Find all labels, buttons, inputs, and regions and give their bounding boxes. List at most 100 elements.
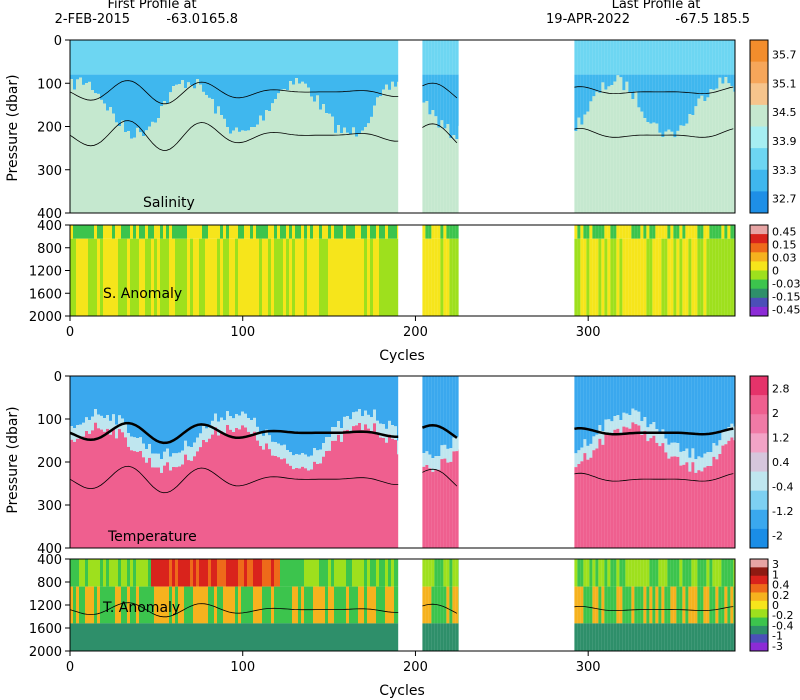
temperature-field-cell: [667, 376, 671, 445]
t-anomaly-ytick-label: 1600: [29, 622, 62, 637]
t-anomaly-field-cell: [289, 623, 292, 651]
temperature-field-cell: [283, 376, 286, 445]
t-anomaly-field-cell: [592, 623, 596, 651]
salinity-field-cell: [352, 74, 355, 128]
salinity-field-cell: [79, 77, 82, 213]
temperature-field-cell: [262, 435, 265, 450]
t-anomaly-field-cell: [649, 559, 653, 587]
temperature-ytick-label: 0: [54, 370, 62, 385]
temperature-contour-line: [422, 468, 458, 487]
salinity-field-cell: [340, 40, 343, 75]
temperature-field-cell: [115, 376, 118, 425]
t-anomaly-field-cell: [163, 623, 166, 651]
salinity-field-cell: [622, 90, 626, 213]
salinity-field-cell: [376, 97, 379, 213]
temperature-field-cell: [640, 435, 644, 548]
t-anomaly-field-cell: [76, 623, 79, 651]
salinity-field-cell: [286, 90, 289, 213]
s-anomaly-field-cell: [121, 238, 124, 316]
temperature-field-cell: [355, 411, 358, 426]
temperature-field-cell: [76, 438, 79, 548]
s-anomaly-field-cell: [373, 238, 376, 316]
temperature-field-cell: [196, 376, 199, 438]
s-anomaly-field-cell: [670, 238, 674, 316]
t-anomaly-field-cell: [175, 559, 178, 587]
temperature-field-cell: [397, 376, 399, 441]
s-anomaly-field-cell: [619, 225, 623, 239]
salinity-field-cell: [616, 75, 620, 213]
temperature-field-cell: [724, 444, 728, 548]
t-anomaly-field-cell: [97, 559, 100, 587]
salinity-field-cell: [175, 84, 178, 213]
temperature-field-cell: [187, 376, 190, 447]
temperature-field-cell: [637, 376, 641, 412]
temperature-field-cell: [70, 439, 73, 548]
t-anomaly-field-cell: [151, 586, 154, 624]
salinity-field-cell: [154, 40, 157, 75]
t-anomaly-field-cell: [604, 559, 608, 587]
s-anomaly-field-cell: [148, 238, 151, 316]
salinity-field-cell: [88, 40, 91, 75]
s-anomaly-field-cell: [190, 238, 193, 316]
salinity-field-cell: [388, 89, 391, 213]
t-anomaly-field-cell: [688, 623, 692, 651]
salinity-field-cell: [607, 86, 611, 213]
s-anomaly-field-cell: [247, 225, 250, 239]
t-anomaly-field-cell: [646, 559, 650, 587]
t-anomaly-field-cell: [91, 586, 94, 624]
salinity-field-cell: [235, 74, 238, 128]
s-anomaly-field-cell: [349, 225, 352, 239]
t-anomaly-field-cell: [250, 586, 253, 624]
temperature-field-cell: [337, 434, 340, 548]
t-anomaly-field-cell: [358, 559, 361, 587]
t-anomaly-field-cell: [169, 586, 172, 624]
salinity-field-cell: [652, 74, 656, 123]
salinity-field-cell: [355, 40, 358, 75]
salinity-field-cell: [154, 74, 157, 123]
s-anomaly-field-cell: [449, 225, 453, 239]
t-anomaly-colorbar-swatch: [750, 592, 768, 602]
temperature-colorbar-swatch: [750, 528, 768, 549]
temperature-field-cell: [706, 376, 710, 453]
salinity-field-cell: [229, 40, 232, 75]
temperature-field-cell: [184, 376, 187, 441]
salinity-colorbar-swatch: [750, 104, 768, 127]
t-anomaly-field-cell: [106, 586, 109, 624]
s-anomaly-field-cell: [313, 225, 316, 239]
temperature-field-cell: [712, 376, 716, 444]
salinity-field-cell: [376, 40, 379, 75]
s-anomaly-field-cell: [334, 225, 337, 239]
last-profile-lon: 185.5: [713, 12, 750, 27]
salinity-colorbar-label: 33.9: [772, 135, 797, 148]
salinity-field-cell: [685, 74, 689, 124]
temperature-field-cell: [79, 424, 82, 439]
temperature-field-cell: [274, 456, 277, 548]
salinity-field-cell: [316, 40, 319, 75]
s-anomaly-field-cell: [100, 225, 103, 239]
temperature-field-cell: [91, 376, 94, 417]
temperature-field-cell: [703, 467, 707, 548]
s-anomaly-field-cell: [199, 225, 202, 239]
temperature-field-cell: [205, 376, 208, 429]
s-anomaly-field-cell: [340, 238, 343, 316]
temperature-field-cell: [431, 471, 435, 548]
temperature-field-cell: [265, 429, 268, 444]
t-anomaly-field-cell: [655, 623, 659, 651]
s-anomaly-field-cell: [295, 225, 298, 239]
temperature-field-cell: [382, 376, 385, 425]
temperature-field-cell: [205, 442, 208, 548]
salinity-field-cell: [631, 74, 635, 100]
salinity-field-cell: [265, 40, 268, 75]
temperature-field-cell: [151, 453, 154, 468]
s-anomaly-field-cell: [422, 225, 426, 239]
t-anomaly-field-cell: [574, 623, 578, 651]
s-anomaly-colorbar-label: -0.03: [772, 278, 800, 291]
s-anomaly-field-cell: [262, 225, 265, 239]
salinity-field-cell: [733, 40, 735, 75]
t-anomaly-field-cell: [637, 559, 641, 587]
salinity-field-cell: [298, 40, 301, 75]
t-anomaly-field-cell: [697, 623, 701, 651]
s-anomaly-field-cell: [334, 238, 337, 316]
temperature-field-cell: [394, 426, 397, 441]
s-anomaly-field-cell: [658, 238, 662, 316]
